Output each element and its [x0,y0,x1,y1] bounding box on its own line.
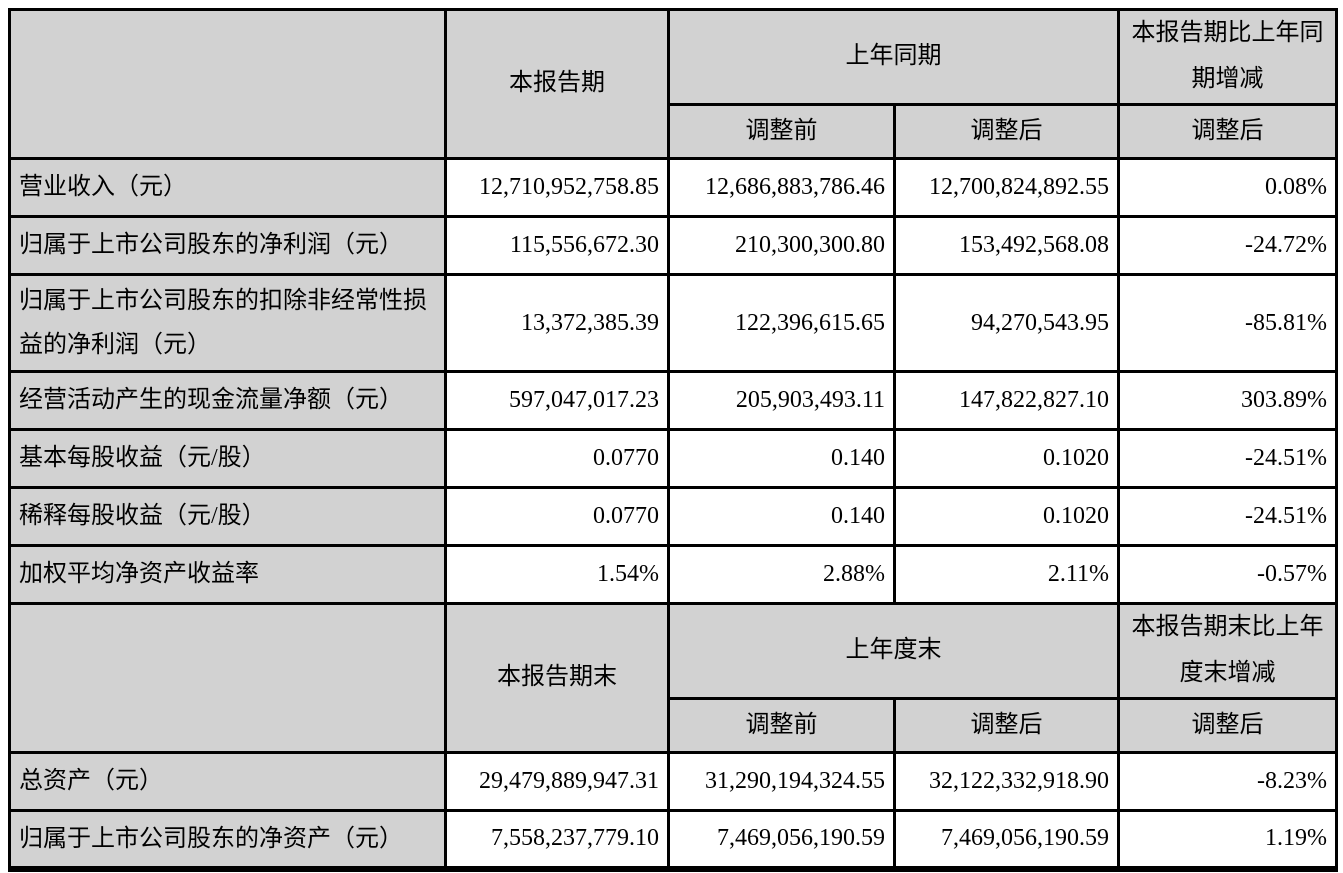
metric-label: 稀释每股收益（元/股） [8,486,447,547]
table-row: 归属于上市公司股东的净利润（元） 115,556,672.30 210,300,… [8,215,1338,276]
value-change-percent: 303.89% [1117,370,1338,431]
section2-subheader-after-adjustment: 调整后 [893,697,1120,754]
section1-col-header-prior-period-group: 上年同期 [667,8,1120,106]
value-prior-after-adjustment: 153,492,568.08 [893,215,1120,276]
value-prior-after-adjustment: 32,122,332,918.90 [893,751,1120,812]
value-prior-before-adjustment: 7,469,056,190.59 [667,809,896,870]
value-prior-after-adjustment: 2.11% [893,544,1120,605]
table-row: 经营活动产生的现金流量净额（元） 597,047,017.23 205,903,… [8,370,1338,431]
table-row: 稀释每股收益（元/股） 0.0770 0.140 0.1020 -24.51% [8,486,1338,547]
table-row: 总资产（元） 29,479,889,947.31 31,290,194,324.… [8,751,1338,812]
value-prior-before-adjustment: 210,300,300.80 [667,215,896,276]
metric-label: 基本每股收益（元/股） [8,428,447,489]
value-current-period: 0.0770 [444,486,670,547]
value-prior-before-adjustment: 31,290,194,324.55 [667,751,896,812]
table-row: 加权平均净资产收益率 1.54% 2.88% 2.11% -0.57% [8,544,1338,605]
value-current-period: 115,556,672.30 [444,215,670,276]
value-change-percent: -24.51% [1117,486,1338,547]
value-change-percent: 1.19% [1117,809,1338,870]
value-current-period: 13,372,385.39 [444,273,670,373]
value-prior-after-adjustment: 7,469,056,190.59 [893,809,1120,870]
table-row: 基本每股收益（元/股） 0.0770 0.140 0.1020 -24.51% [8,428,1338,489]
value-prior-before-adjustment: 12,686,883,786.46 [667,157,896,218]
section1-subheader-before-adjustment: 调整前 [667,103,896,160]
value-prior-before-adjustment: 2.88% [667,544,896,605]
section2-corner-cell [8,602,447,754]
section2-subheader-before-adjustment: 调整前 [667,697,896,754]
value-change-percent: -8.23% [1117,751,1338,812]
table-row: 归属于上市公司股东的扣除非经常性损益的净利润（元） 13,372,385.39 … [8,273,1338,373]
metric-label: 总资产（元） [8,751,447,812]
value-prior-before-adjustment: 205,903,493.11 [667,370,896,431]
financial-summary-table: 本报告期 上年同期 本报告期比上年同期增减 调整前 调整后 调整后 营业收入（元… [8,8,1338,872]
section1-col-header-change-group: 本报告期比上年同期增减 [1117,8,1338,106]
value-change-percent: 0.08% [1117,157,1338,218]
section2-col-header-change-group: 本报告期末比上年度末增减 [1117,602,1338,700]
section1-subheader-change-after-adjustment: 调整后 [1117,103,1338,160]
value-change-percent: -24.72% [1117,215,1338,276]
value-prior-before-adjustment: 0.140 [667,486,896,547]
value-prior-after-adjustment: 94,270,543.95 [893,273,1120,373]
value-current-period: 1.54% [444,544,670,605]
metric-label: 归属于上市公司股东的扣除非经常性损益的净利润（元） [8,273,447,373]
section2-col-header-current-period-end: 本报告期末 [444,602,670,754]
value-current-period-end: 29,479,889,947.31 [444,751,670,812]
metric-label: 加权平均净资产收益率 [8,544,447,605]
value-prior-before-adjustment: 0.140 [667,428,896,489]
value-prior-after-adjustment: 147,822,827.10 [893,370,1120,431]
section2-col-header-prior-year-end-group: 上年度末 [667,602,1120,700]
value-prior-before-adjustment: 122,396,615.65 [667,273,896,373]
value-change-percent: -85.81% [1117,273,1338,373]
table-row: 归属于上市公司股东的净资产（元） 7,558,237,779.10 7,469,… [8,809,1338,870]
metric-label: 经营活动产生的现金流量净额（元） [8,370,447,431]
metric-label: 归属于上市公司股东的净资产（元） [8,809,447,870]
section1-corner-cell [8,8,447,160]
metric-label: 营业收入（元） [8,157,447,218]
table-row: 营业收入（元） 12,710,952,758.85 12,686,883,786… [8,157,1338,218]
value-change-percent: -0.57% [1117,544,1338,605]
value-current-period: 597,047,017.23 [444,370,670,431]
value-prior-after-adjustment: 0.1020 [893,428,1120,489]
value-prior-after-adjustment: 12,700,824,892.55 [893,157,1120,218]
value-prior-after-adjustment: 0.1020 [893,486,1120,547]
section1-col-header-current-period: 本报告期 [444,8,670,160]
value-current-period: 0.0770 [444,428,670,489]
value-current-period-end: 7,558,237,779.10 [444,809,670,870]
section2-subheader-change-after-adjustment: 调整后 [1117,697,1338,754]
value-change-percent: -24.51% [1117,428,1338,489]
value-current-period: 12,710,952,758.85 [444,157,670,218]
metric-label: 归属于上市公司股东的净利润（元） [8,215,447,276]
section1-subheader-after-adjustment: 调整后 [893,103,1120,160]
